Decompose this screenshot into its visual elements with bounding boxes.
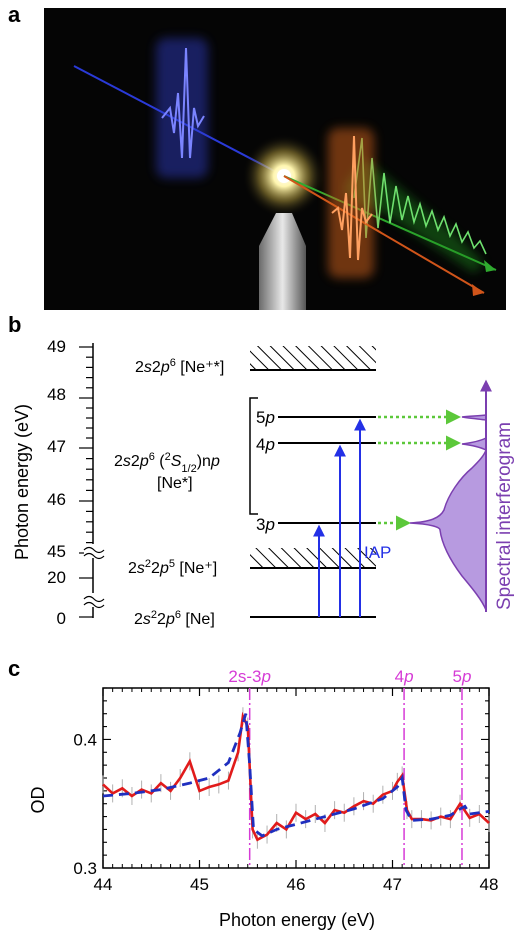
c-marker-label: 5p [453, 667, 472, 686]
b-y-tick-0: 0 [57, 609, 66, 628]
b-y-tick-45: 45 [47, 542, 66, 561]
c-series-fit [102, 713, 490, 838]
c-x-tick-label: 44 [94, 875, 113, 894]
continuum-ne-plusstar [250, 346, 376, 370]
spectral-interferogram [409, 379, 492, 612]
spectral-interferogram-label: Spectral interferogram [494, 422, 515, 610]
c-x-tick-label: 45 [190, 875, 209, 894]
state-ne-star-line1: 2s2p6 (2S1/2)np [114, 451, 220, 475]
state-ne-plus: 2s22p5 [Ne⁺] [128, 558, 217, 577]
iap-arrows [313, 418, 366, 617]
state-labels: 2s2p6 [Ne⁺*] 2s2p6 (2S1/2)np [Ne*] 2s22p… [114, 357, 224, 628]
state-ne: 2s22p6 [Ne] [134, 609, 215, 628]
c-marker-label: 4p [395, 667, 414, 686]
b-y-tick-20: 20 [47, 568, 66, 587]
np-bracket [249, 397, 258, 515]
state-ne-plusstar: 2s2p6 [Ne⁺*] [135, 357, 224, 376]
level-label-4p: 4p [256, 435, 275, 454]
b-y-axis-label: Photon energy (eV) [12, 404, 32, 560]
c-marker-label: 2s-3p [228, 667, 271, 686]
iap-label: IAP [364, 543, 391, 562]
c-y-tick-label: 0.3 [73, 859, 97, 878]
c-ylabel: OD [28, 786, 48, 813]
panel-label-a: a [8, 2, 21, 27]
c-series-group [102, 707, 490, 849]
c-transition-markers: 2s-3p 4p 5p [228, 667, 471, 868]
green-pulse-icon [344, 137, 487, 273]
b-y-tick-48: 48 [47, 385, 66, 404]
panel-label-c: c [8, 656, 21, 681]
panel-label-b: b [8, 312, 22, 337]
c-y-tick-label: 0.4 [73, 730, 97, 749]
b-y-axis: 49 48 47 46 45 20 0 Photon energy (eV) [12, 337, 105, 628]
level-label-3p: 3p [256, 515, 275, 534]
c-x-tick-label: 47 [383, 875, 402, 894]
energy-level-diagram: 49 48 47 46 45 20 0 Photon energy (eV) 2… [12, 337, 515, 628]
b-y-tick-47: 47 [47, 437, 66, 456]
level-label-5p: 5p [256, 408, 275, 427]
blue-pulse-icon [156, 38, 208, 178]
attosecond-pulse-illustration [44, 8, 506, 310]
b-y-tick-46: 46 [47, 490, 66, 509]
orange-pulse-icon [328, 128, 374, 278]
gas-nozzle-icon [259, 213, 306, 310]
c-x-tick-label: 48 [480, 875, 499, 894]
c-x-tick-label: 46 [287, 875, 306, 894]
emission-arrows [378, 409, 461, 531]
b-y-tick-49: 49 [47, 337, 66, 356]
c-xlabel: Photon energy (eV) [219, 910, 375, 930]
state-ne-star-tag: [Ne*] [157, 475, 193, 492]
continuum-ne-plus [250, 548, 376, 568]
